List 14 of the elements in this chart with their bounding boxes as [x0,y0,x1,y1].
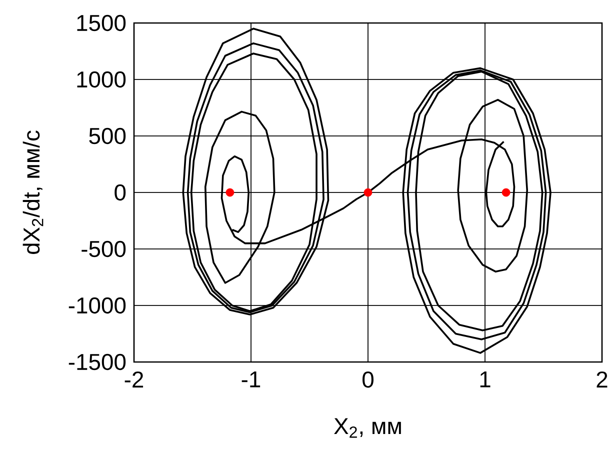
y-tick-label: -500 [82,240,126,258]
y-tick-label: 1500 [77,14,126,32]
y-tick-label: 0 [114,184,126,201]
y-tick-label: 500 [89,128,126,144]
x-tick-label: -1 [242,372,260,388]
x-tick-label: 2 [596,372,608,388]
y-tick-label: 1000 [77,71,126,88]
x-tick-label: 0 [362,372,374,388]
y-axis-title: dX$_{2}$/dt, мм/с [22,130,44,254]
y-tick-label: -1500 [68,354,126,370]
x-axis-title: X$_{2}$, мм [334,418,401,438]
x-tick-label: 1 [480,372,490,388]
x-tick-label: -2 [124,372,144,388]
y-tick-label: -1000 [68,297,126,314]
